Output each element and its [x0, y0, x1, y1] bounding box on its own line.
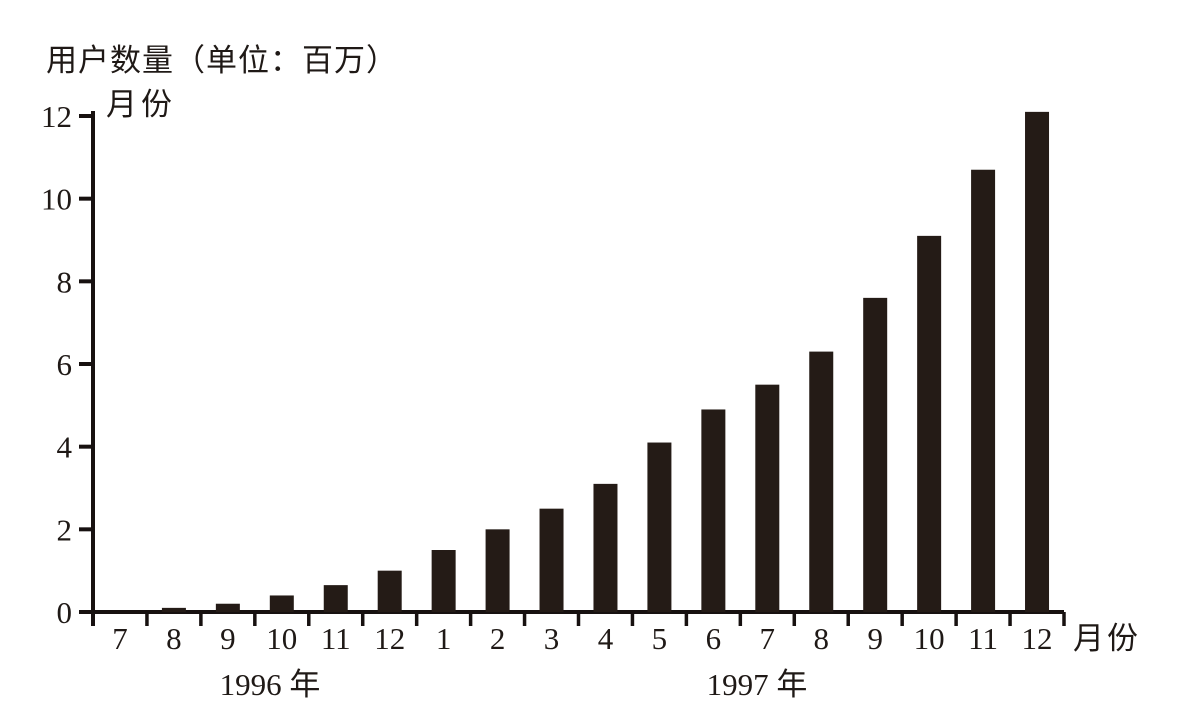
bar-month-10	[593, 483, 618, 612]
bar-month-11	[647, 442, 672, 612]
bar-month-4	[269, 595, 294, 612]
bar-month-17	[971, 169, 996, 612]
x-tick-label: 6	[706, 621, 722, 656]
x-tick-label: 11	[968, 621, 998, 656]
y-tick-label: 8	[57, 264, 73, 299]
x-tick-label: 10	[266, 621, 297, 656]
y-axis-top-label: 月份	[106, 87, 176, 122]
bar-month-18	[1025, 111, 1050, 612]
x-tick-label: 12	[374, 621, 405, 656]
y-tick-label: 0	[57, 595, 73, 630]
y-tick-label: 6	[57, 347, 73, 382]
y-tick-label: 12	[41, 99, 72, 134]
bar-month-2	[161, 607, 186, 612]
x-axis-end-label: 月份	[1073, 621, 1141, 656]
x-tick-label: 7	[760, 621, 776, 656]
chart-title: 用户数量（单位：百万）	[46, 43, 398, 78]
bar-month-15	[863, 297, 888, 612]
x-tick-label: 8	[166, 621, 182, 656]
bar-month-12	[701, 409, 726, 612]
bar-month-16	[917, 235, 942, 612]
x-tick-label: 5	[652, 621, 668, 656]
bar-month-3	[215, 603, 240, 612]
y-tick-label: 4	[57, 430, 73, 465]
bar-month-5	[323, 585, 348, 612]
x-tick-label: 7	[112, 621, 128, 656]
bar-month-8	[485, 529, 510, 612]
x-tick-label: 8	[814, 621, 830, 656]
bar-month-14	[809, 351, 834, 612]
bar-month-13	[755, 384, 780, 612]
year-group-label-1996: 1996 年	[219, 667, 321, 702]
x-tick-label: 10	[914, 621, 945, 656]
bar-month-7	[431, 550, 456, 612]
x-tick-label: 3	[544, 621, 560, 656]
x-tick-label: 9	[220, 621, 236, 656]
x-tick-label: 11	[321, 621, 351, 656]
x-tick-label: 12	[1022, 621, 1053, 656]
x-tick-label: 4	[598, 621, 614, 656]
x-tick-label: 1	[436, 621, 452, 656]
bar-month-9	[539, 508, 564, 612]
y-tick-label: 10	[41, 182, 72, 217]
year-group-label-1997: 1997 年	[706, 667, 808, 702]
x-tick-label: 9	[867, 621, 883, 656]
bar-month-6	[377, 570, 402, 612]
x-tick-label: 2	[490, 621, 506, 656]
y-tick-label: 2	[57, 512, 73, 547]
